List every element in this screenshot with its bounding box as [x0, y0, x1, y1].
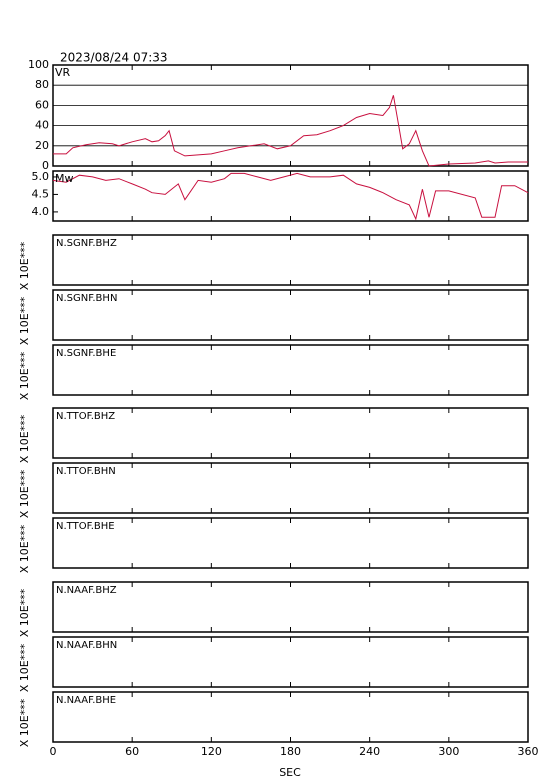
data-line	[52, 172, 529, 221]
y-tick-label: 60	[35, 98, 49, 111]
y-tick-label: 100	[28, 58, 49, 71]
panel-frame	[52, 581, 529, 633]
y-axis-label: X 10E***	[18, 588, 31, 637]
y-tick-label: 20	[35, 139, 49, 152]
y-tick-label: 4.0	[32, 205, 50, 218]
y-tick-label: 5.0	[32, 170, 50, 183]
y-axis-label: X 10E***	[18, 241, 31, 290]
panel-frame	[52, 517, 529, 569]
panel-frame	[52, 234, 529, 286]
station-label: N.SGNF.BHE	[56, 348, 116, 359]
station-label: N.SGNF.BHN	[56, 293, 117, 304]
y-axis-label: X 10E***	[18, 351, 31, 400]
y-axis-label: X 10E***	[18, 469, 31, 518]
station-label: N.TTOF.BHN	[56, 466, 116, 477]
x-axis-label: SEC	[279, 766, 301, 779]
x-tick-label: 300	[438, 745, 459, 758]
panel-label: VR	[55, 66, 71, 79]
data-line	[53, 95, 528, 167]
y-tick-label: 80	[35, 78, 49, 91]
timestamp: 2023/08/24 07:33	[60, 51, 168, 65]
y-axis-label: X 10E***	[18, 698, 31, 747]
y-tick-label: 4.5	[32, 187, 50, 200]
station-label: N.NAAF.BHZ	[56, 585, 117, 596]
y-tick-label: 40	[35, 119, 49, 132]
panel-frame	[52, 462, 529, 514]
panel-frame	[52, 64, 529, 167]
station-label: N.TTOF.BHE	[56, 521, 115, 532]
station-label: N.SGNF.BHZ	[56, 238, 117, 249]
station-label: N.NAAF.BHE	[56, 695, 116, 706]
panel-frame	[52, 407, 529, 459]
panel-frame	[52, 344, 529, 396]
x-tick-label: 120	[201, 745, 222, 758]
y-axis-label: X 10E***	[18, 414, 31, 463]
x-tick-label: 0	[50, 745, 57, 758]
panel-frame	[52, 691, 529, 743]
panel-frame	[52, 289, 529, 341]
station-label: N.NAAF.BHN	[56, 640, 117, 651]
y-tick-label: 0	[42, 159, 49, 172]
y-axis-label: X 10E***	[18, 524, 31, 573]
panel-frame	[52, 170, 529, 222]
y-axis-label: X 10E***	[18, 296, 31, 345]
panel-label: Mw	[55, 172, 74, 185]
station-label: N.TTOF.BHZ	[56, 411, 115, 422]
x-tick-label: 60	[125, 745, 139, 758]
y-axis-label: X 10E***	[18, 643, 31, 692]
panel-frame	[52, 636, 529, 688]
x-tick-label: 240	[359, 745, 380, 758]
x-tick-label: 180	[280, 745, 301, 758]
x-tick-label: 360	[518, 745, 539, 758]
